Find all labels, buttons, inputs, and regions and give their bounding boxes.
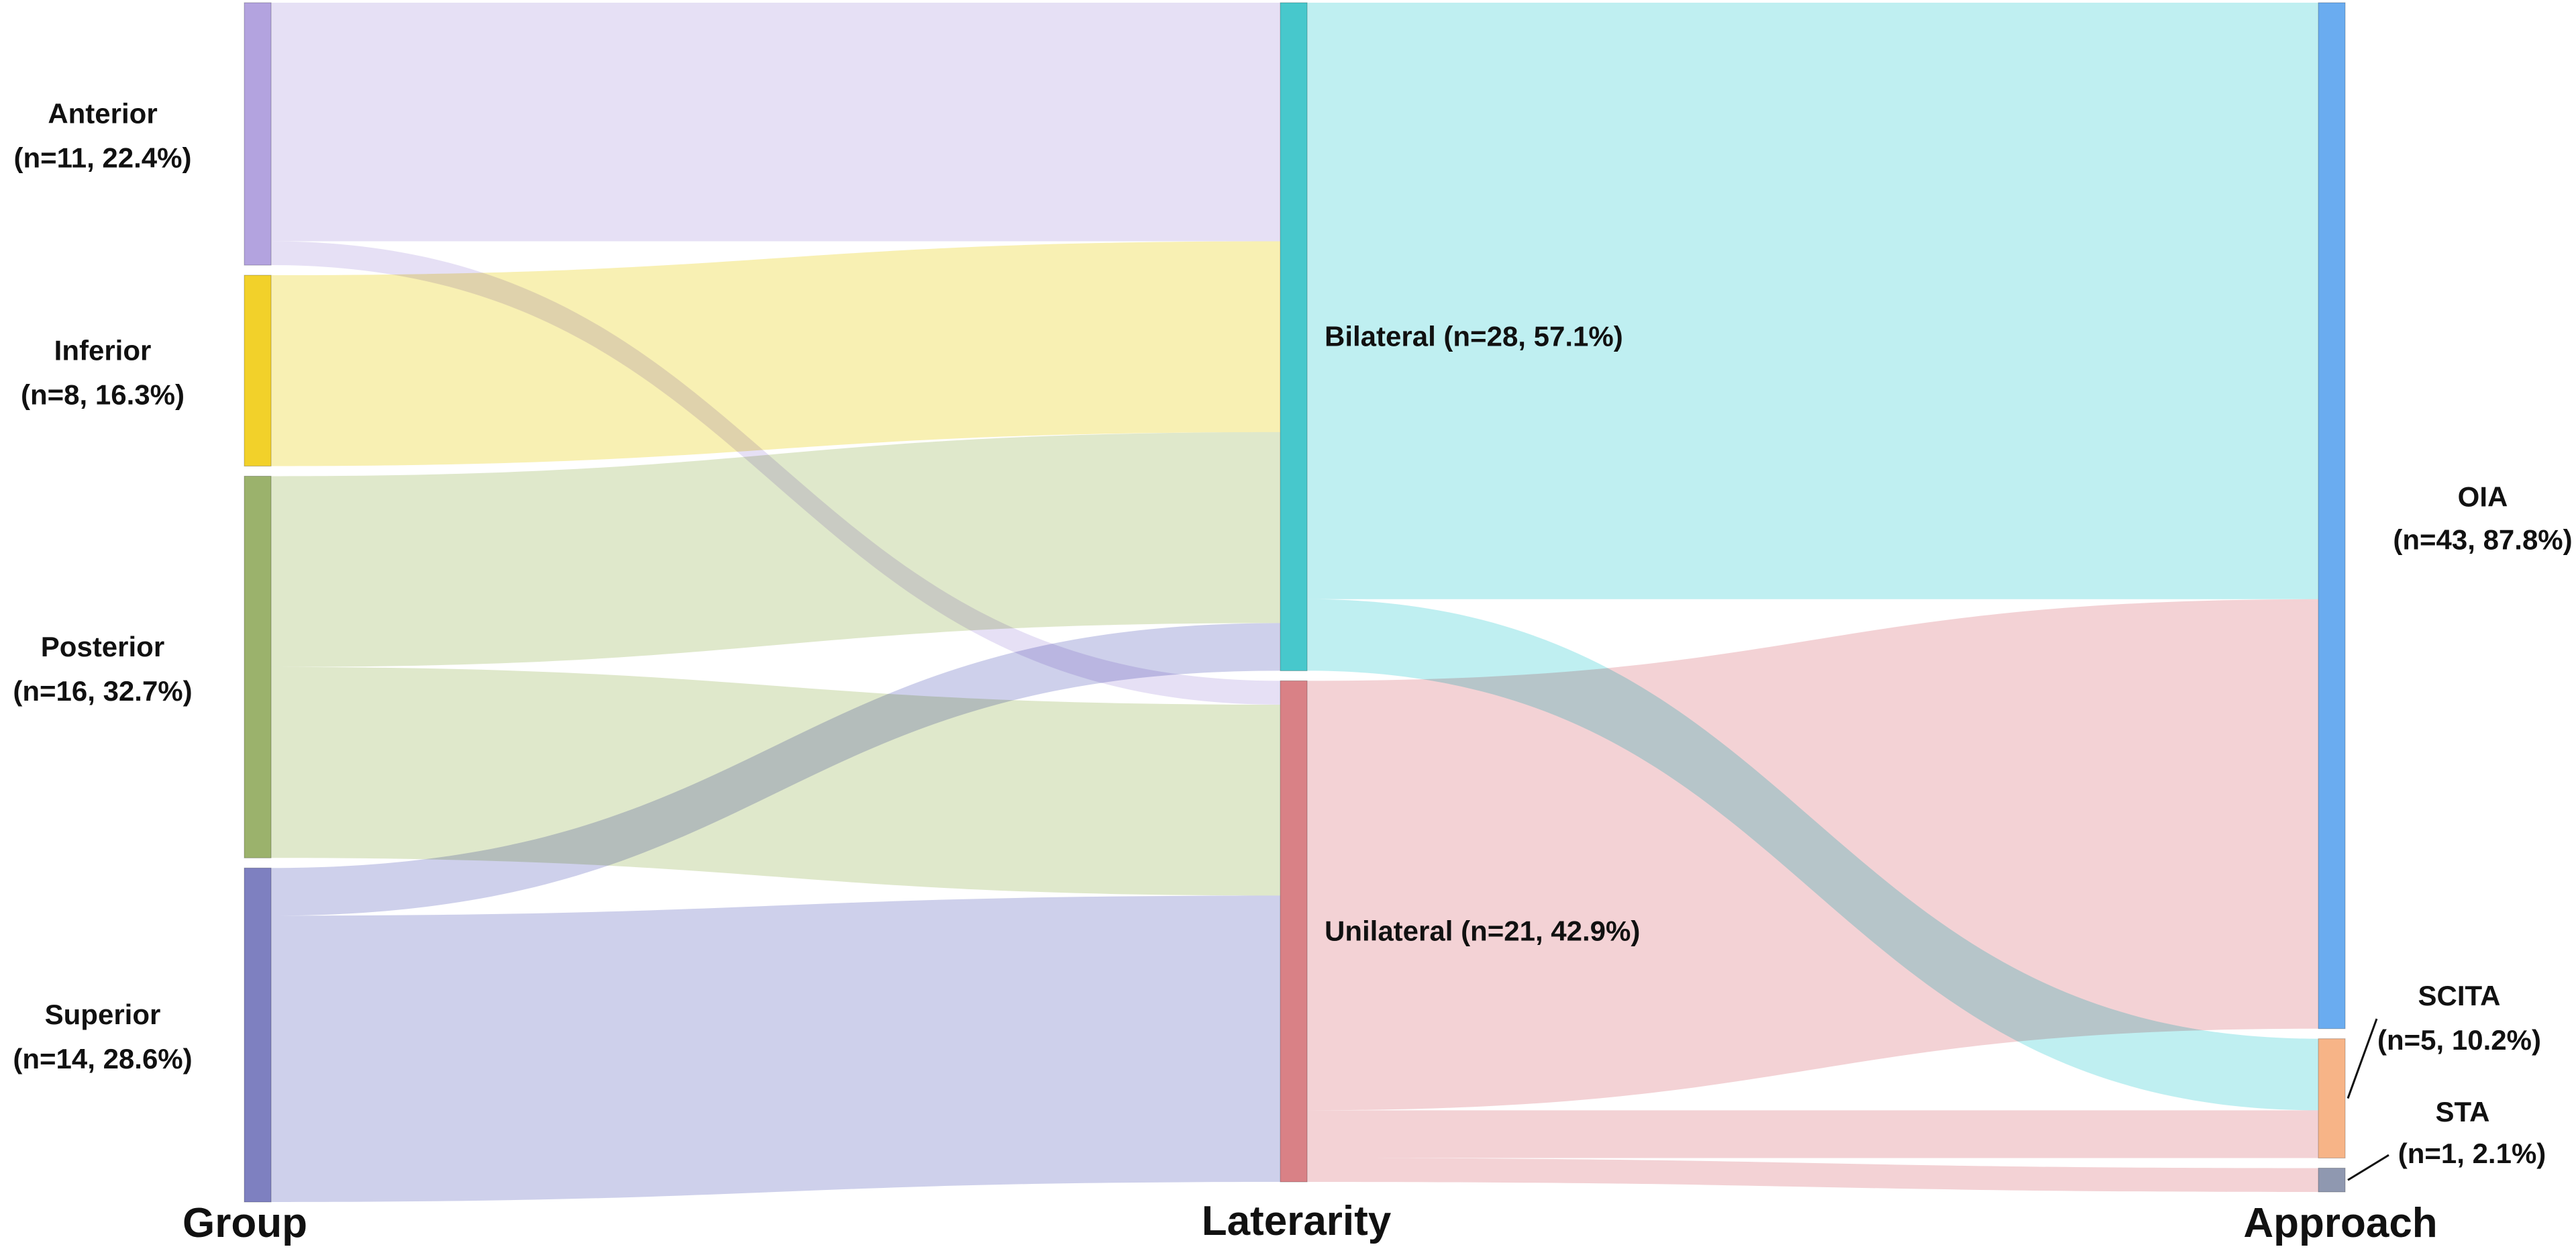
node-scita [2318, 1038, 2346, 1158]
node-label-anterior-detail: (n=11, 22.4%) [14, 142, 192, 174]
node-label-posterior-name: Posterior [41, 631, 164, 662]
node-label-scita-name: SCITA [2418, 980, 2501, 1011]
link-posterior-to-bilateral [271, 432, 1280, 667]
node-label-scita-detail: (n=5, 10.2%) [2377, 1024, 2541, 1056]
column-label-group: Group [183, 1200, 307, 1246]
link-bilateral-to-oia [1307, 3, 2318, 599]
link-unilateral-to-scita [1307, 1110, 2318, 1158]
node-label-sta-name: STA [2436, 1096, 2490, 1128]
link-inferior-to-bilateral [271, 241, 1280, 466]
node-label-unilateral: Unilateral (n=21, 42.9%) [1325, 915, 1640, 947]
link-unilateral-to-sta [1307, 1158, 2318, 1192]
node-sta [2318, 1167, 2346, 1193]
node-label-inferior-detail: (n=8, 16.3%) [21, 379, 185, 410]
node-label-bilateral: Bilateral (n=28, 57.1%) [1325, 321, 1623, 352]
sankey-node-labels: Anterior (n=11, 22.4%) Inferior (n=8, 16.3%… [13, 98, 2572, 1169]
node-label-superior-name: Superior [45, 999, 161, 1030]
node-oia [2318, 2, 2346, 1030]
node-superior [244, 867, 272, 1203]
node-label-inferior-name: Inferior [54, 334, 152, 366]
link-superior-to-unilateral [271, 895, 1280, 1202]
node-label-posterior-detail: (n=16, 32.7%) [13, 675, 192, 707]
link-superior-to-bilateral [271, 623, 1280, 916]
leader-line-scita [2347, 1018, 2378, 1099]
link-unilateral-to-oia [1307, 599, 2318, 1111]
column-label-approach: Approach [2243, 1200, 2437, 1246]
column-labels: Group Laterarity Approach [183, 1198, 2438, 1246]
node-label-superior-detail: (n=14, 28.6%) [13, 1043, 192, 1075]
sankey-nodes [244, 2, 2346, 1203]
link-anterior-to-bilateral [271, 3, 1280, 242]
sankey-links [271, 3, 2318, 1202]
node-anterior [244, 2, 272, 266]
node-inferior [244, 274, 272, 466]
column-label-laterality: Laterarity [1202, 1198, 1392, 1244]
leader-line-sta [2347, 1154, 2389, 1181]
node-label-oia-detail: (n=43, 87.8%) [2393, 523, 2572, 555]
node-label-oia-name: OIA [2458, 481, 2508, 512]
node-bilateral [1280, 2, 1308, 671]
sankey-leader-lines [2347, 1018, 2389, 1181]
node-posterior [244, 475, 272, 858]
node-unilateral [1280, 680, 1308, 1183]
node-label-sta-detail: (n=1, 2.1%) [2398, 1138, 2546, 1169]
node-label-anterior-name: Anterior [48, 98, 157, 130]
